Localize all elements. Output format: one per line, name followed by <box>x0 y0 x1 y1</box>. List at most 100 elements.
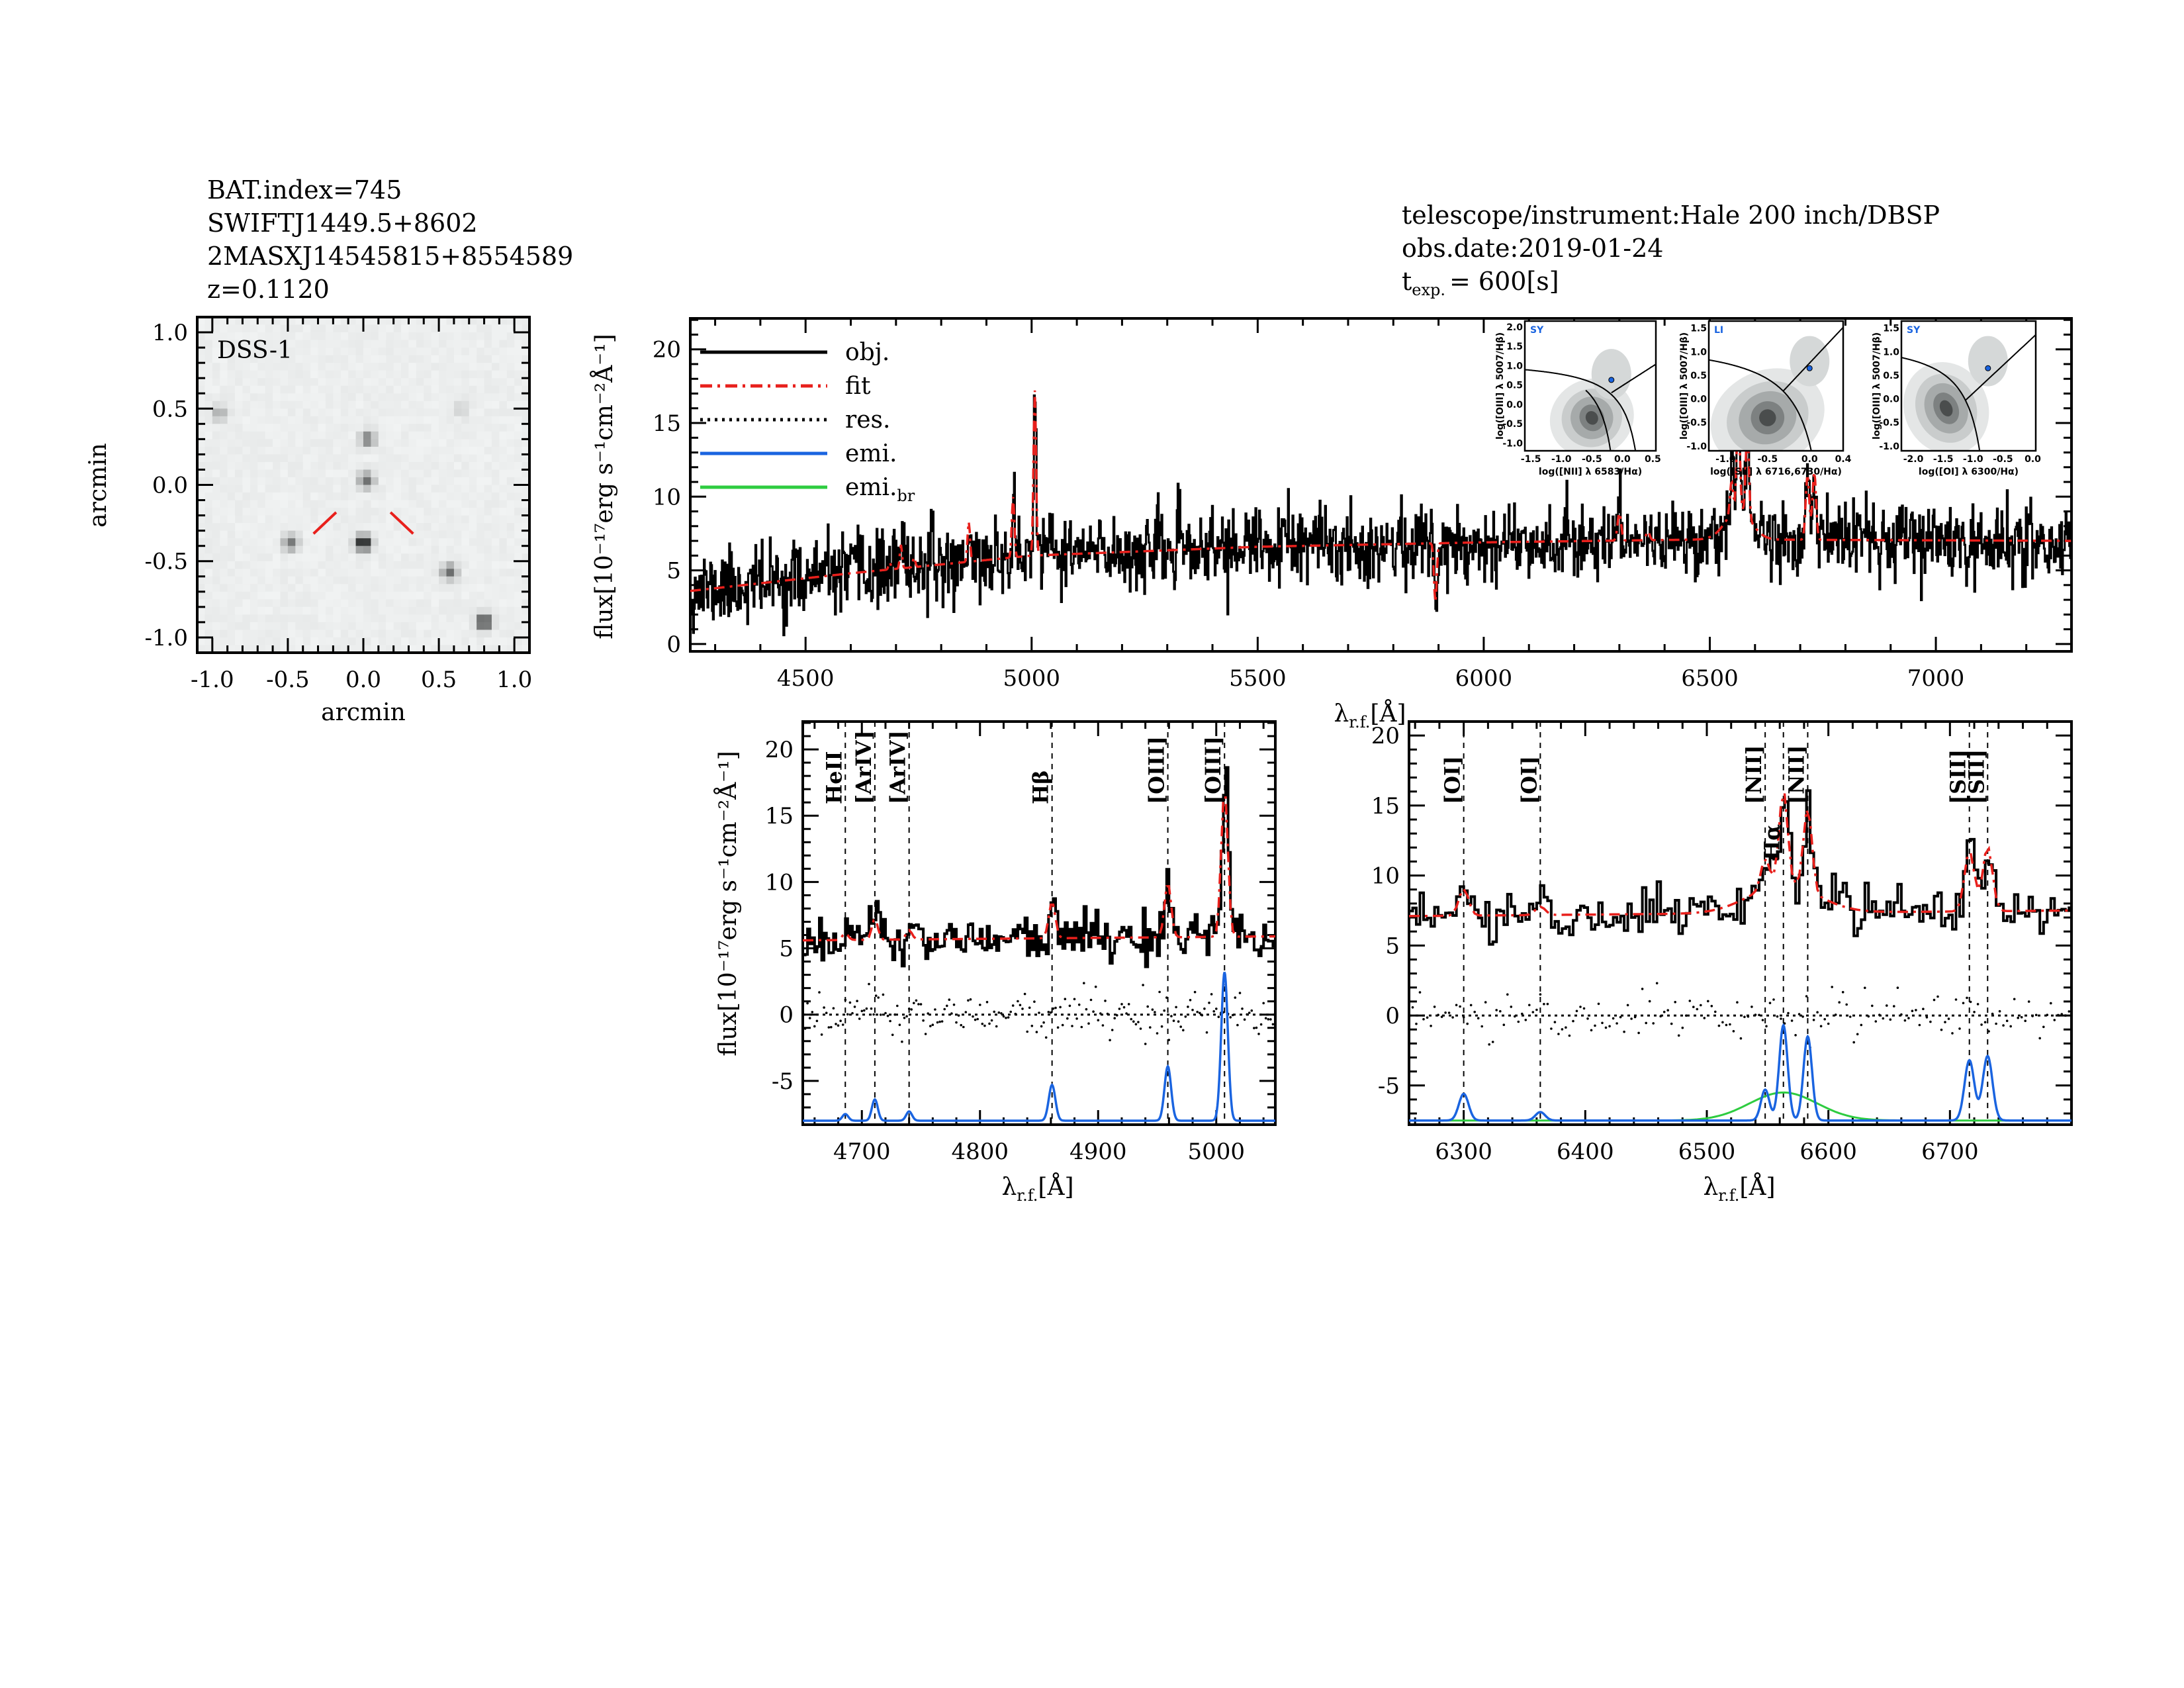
image-pixel <box>212 538 220 547</box>
image-pixel <box>416 317 424 326</box>
image-pixel <box>431 477 439 486</box>
image-pixel <box>416 492 424 501</box>
image-pixel <box>506 431 515 440</box>
residual-point <box>1608 1025 1611 1028</box>
image-pixel <box>424 424 432 432</box>
fit-spectrum <box>1409 793 2070 917</box>
residual-point <box>1430 1025 1432 1027</box>
image-pixel <box>355 461 364 471</box>
image-pixel <box>363 561 372 569</box>
image-pixel <box>522 576 530 585</box>
image-pixel <box>197 545 206 554</box>
image-pixel <box>265 553 273 562</box>
residual-point <box>1120 1003 1123 1006</box>
image-pixel <box>273 515 281 524</box>
image-pixel <box>506 408 515 417</box>
image-pixel <box>235 370 244 379</box>
image-pixel <box>227 606 236 615</box>
image-pixel <box>302 515 311 524</box>
image-pixel <box>340 645 349 653</box>
image-pixel <box>235 599 244 608</box>
image-pixel <box>446 622 455 631</box>
image-pixel <box>499 553 508 562</box>
image-pixel <box>205 492 213 501</box>
image-pixel <box>477 332 485 341</box>
image-pixel <box>318 348 326 356</box>
image-pixel <box>424 523 432 532</box>
image-pixel <box>371 393 379 402</box>
image-pixel <box>461 637 470 646</box>
image-pixel <box>393 606 402 615</box>
image-pixel <box>469 332 477 341</box>
image-pixel <box>484 424 492 432</box>
image-pixel <box>491 348 500 356</box>
image-pixel <box>310 317 319 326</box>
image-pixel <box>280 469 289 478</box>
image-pixel <box>371 378 379 387</box>
image-pixel <box>378 630 387 638</box>
residual-point <box>803 1027 807 1030</box>
image-pixel <box>257 508 266 516</box>
image-pixel <box>340 461 349 471</box>
image-pixel <box>499 622 508 631</box>
image-pixel <box>386 500 394 508</box>
image-pixel <box>416 439 424 447</box>
bpt-frame <box>1707 320 1844 452</box>
image-pixel <box>220 485 228 493</box>
image-pixel <box>280 477 289 486</box>
residual-point <box>886 1014 889 1017</box>
x-tick-label: 1.0 <box>496 667 532 693</box>
image-pixel <box>439 569 447 577</box>
image-pixel <box>424 530 432 539</box>
image-pixel <box>506 576 515 585</box>
image-pixel <box>522 599 530 608</box>
x-tick-label: 4800 <box>951 1139 1009 1165</box>
image-pixel <box>250 622 258 631</box>
kewley-curve <box>1901 357 1981 451</box>
image-pixel <box>257 576 266 585</box>
image-pixel <box>522 485 530 493</box>
residual-point <box>1510 1006 1513 1008</box>
residual-point <box>1005 1016 1007 1019</box>
image-pixel <box>280 523 289 532</box>
image-pixel <box>242 332 251 341</box>
image-pixel <box>355 492 364 501</box>
image-pixel <box>506 416 515 424</box>
image-pixel <box>499 515 508 524</box>
image-pixel <box>302 370 311 379</box>
image-pixel <box>484 515 492 524</box>
image-pixel <box>227 348 236 356</box>
image-pixel <box>499 614 508 623</box>
image-pixel <box>273 439 281 447</box>
image-pixel <box>227 370 236 379</box>
image-pixel <box>446 446 455 455</box>
image-pixel <box>363 492 372 501</box>
image-pixel <box>439 469 447 478</box>
image-pixel <box>273 355 281 363</box>
image-pixel <box>469 630 477 638</box>
bpt-y-tick-label: 0.0 <box>1506 400 1523 410</box>
image-pixel <box>340 393 349 402</box>
x-tick-label: 4900 <box>1069 1139 1127 1165</box>
image-pixel <box>302 469 311 478</box>
image-pixel <box>506 446 515 455</box>
residual-point <box>1601 1021 1604 1025</box>
image-pixel <box>250 454 258 463</box>
image-pixel <box>302 606 311 615</box>
image-pixel <box>257 348 266 356</box>
image-pixel <box>310 561 319 569</box>
image-pixel <box>424 477 432 486</box>
image-pixel <box>333 530 341 539</box>
image-pixel <box>477 569 485 577</box>
residual-point <box>1064 998 1067 1000</box>
dss-image <box>197 317 530 653</box>
image-pixel <box>401 614 410 623</box>
image-pixel <box>242 477 251 486</box>
image-pixel <box>439 485 447 493</box>
residual-point <box>882 993 885 996</box>
residual-point <box>846 1013 849 1016</box>
image-pixel <box>235 492 244 501</box>
image-pixel <box>318 378 326 387</box>
image-pixel <box>250 485 258 493</box>
image-pixel <box>386 332 394 341</box>
